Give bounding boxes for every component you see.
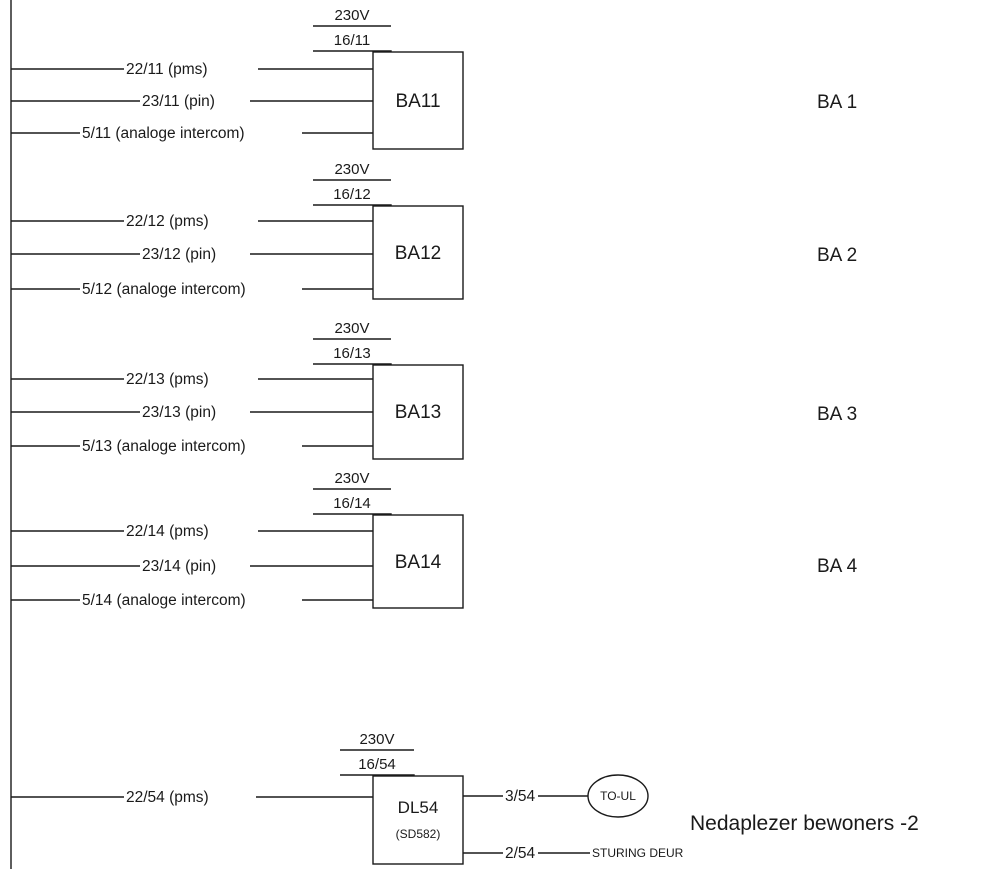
line-label-pms: 22/54 (pms) (126, 789, 209, 806)
line-label-intercom: 5/13 (analoge intercom) (82, 438, 246, 455)
ba-unit-2: 230V 16/12 BA12 22/12 (pms) 23/12 (pin) … (11, 161, 857, 300)
power-label: 230V (334, 470, 369, 487)
power-label: 230V (334, 161, 369, 178)
ba-unit-4: 230V 16/14 BA14 22/14 (pms) 23/14 (pin) … (11, 470, 858, 609)
circuit-label: 16/13 (333, 345, 371, 362)
to-ul-ellipse (587, 774, 649, 818)
output-label-bottom: 2/54 (505, 845, 536, 862)
line-label-pms: 22/12 (pms) (126, 213, 209, 230)
ba-unit-3: 230V 16/13 BA13 22/13 (pms) 23/13 (pin) … (11, 320, 857, 460)
output-target-top: TO-UL (600, 789, 636, 803)
line-label-intercom: 5/12 (analoge intercom) (82, 281, 246, 298)
section-label: BA 3 (817, 404, 857, 425)
box-label: BA14 (395, 552, 442, 573)
box-label: BA12 (395, 243, 441, 264)
line-label-intercom: 5/11 (analoge intercom) (82, 125, 245, 142)
section-label: BA 1 (817, 92, 857, 113)
box-label: DL54 (398, 798, 439, 817)
section-label: BA 4 (817, 556, 858, 577)
circuit-label: 16/12 (333, 186, 371, 203)
box-sublabel: (SD582) (396, 827, 441, 841)
circuit-label: 16/11 (334, 32, 370, 49)
power-label: 230V (334, 7, 369, 24)
ba12-box (372, 205, 464, 300)
line-label-intercom: 5/14 (analoge intercom) (82, 592, 246, 609)
line-label-pms: 22/13 (pms) (126, 371, 209, 388)
circuit-label: 16/14 (333, 495, 371, 512)
line-label-pin: 23/14 (pin) (142, 558, 216, 575)
ba14-box (372, 514, 464, 609)
output-target-bottom: STURING DEUR (592, 846, 684, 860)
ba13-box (372, 364, 464, 460)
ba11-box (372, 51, 464, 150)
line-label-pin: 23/11 (pin) (142, 93, 215, 110)
dl54-box (372, 775, 464, 865)
line-label-pms: 22/11 (pms) (126, 61, 208, 78)
dl-note: Nedaplezer bewoners -2 (690, 812, 919, 835)
circuit-label: 16/54 (358, 756, 396, 773)
power-label: 230V (359, 731, 394, 748)
section-label: BA 2 (817, 245, 857, 266)
line-label-pms: 22/14 (pms) (126, 523, 209, 540)
power-label: 230V (334, 320, 369, 337)
box-label: BA11 (395, 91, 440, 112)
line-label-pin: 23/13 (pin) (142, 404, 216, 421)
ba-unit-1: 230V 16/11 BA11 22/11 (pms) 23/11 (pin) … (11, 7, 857, 150)
output-label-top: 3/54 (505, 788, 536, 805)
line-label-pin: 23/12 (pin) (142, 246, 216, 263)
dl-unit: 230V 16/54 DL54 (SD582) 22/54 (pms) 3/54… (11, 731, 919, 865)
box-label: BA13 (395, 402, 441, 423)
